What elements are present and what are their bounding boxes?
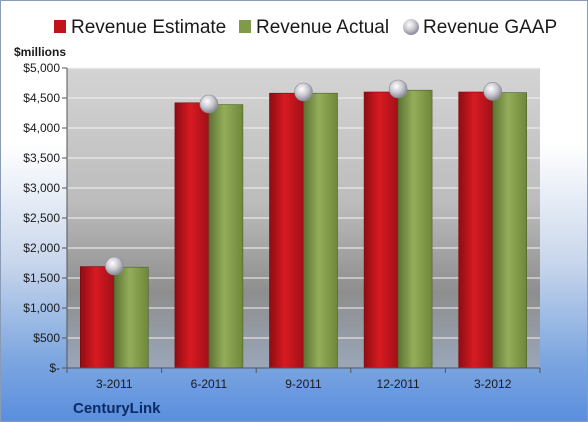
- unit-label: $millions: [14, 45, 66, 59]
- y-tick-label: $500: [33, 331, 60, 345]
- legend-label-actual: Revenue Actual: [256, 17, 389, 38]
- legend-marker-gaap: [403, 19, 419, 35]
- bar-revenue-actual: [492, 92, 528, 369]
- y-tick-label: $1,000: [23, 301, 60, 315]
- gaap-markers: [105, 79, 503, 276]
- legend-label-gaap: Revenue GAAP: [423, 17, 557, 38]
- marker-revenue-gaap: [388, 79, 408, 99]
- marker-revenue-gaap: [199, 94, 219, 114]
- company-name: CenturyLink: [73, 400, 161, 417]
- y-tick-label: $1,500: [23, 271, 60, 285]
- x-tick-label: 3-2012: [474, 377, 512, 391]
- y-tick-label: $2,500: [23, 211, 60, 225]
- bar-revenue-estimate: [174, 102, 210, 369]
- legend-swatch-estimate: [54, 20, 66, 33]
- legend: Revenue Estimate Revenue Actual Revenue …: [54, 17, 557, 38]
- x-tick-label: 9-2011: [285, 377, 322, 391]
- y-tick-label: $-: [49, 361, 60, 375]
- y-axis: $5,000 $4,500 $4,000 $3,500 $3,000 $2,500 $2,0…: [23, 61, 68, 375]
- bar-revenue-estimate: [80, 266, 115, 369]
- y-tick-label: $2,000: [23, 241, 60, 255]
- bar-revenue-actual: [303, 92, 338, 369]
- y-tick-label: $3,500: [23, 151, 60, 165]
- x-tick-label: 12-2011: [377, 377, 420, 391]
- legend-swatch-actual: [239, 20, 251, 33]
- bar-revenue-actual: [208, 104, 244, 369]
- marker-revenue-gaap: [105, 256, 124, 276]
- bar-revenue-actual: [114, 266, 149, 369]
- x-tick-label: 3-2011: [96, 377, 133, 391]
- bar-revenue-estimate: [269, 92, 304, 369]
- legend-label-estimate: Revenue Estimate: [71, 17, 226, 38]
- marker-revenue-gaap: [294, 82, 313, 102]
- marker-revenue-gaap: [483, 82, 503, 101]
- y-tick-label: $5,000: [23, 61, 60, 75]
- bar-revenue-estimate: [363, 91, 399, 369]
- bar-revenue-actual: [397, 89, 433, 369]
- x-tick-label: 6-2011: [191, 377, 228, 391]
- x-axis: 3-2011 6-2011 9-2011 12-2011 3-2012: [66, 367, 541, 391]
- y-tick-label: $4,000: [23, 121, 60, 135]
- bar-revenue-estimate: [458, 91, 494, 369]
- y-tick-label: $3,000: [23, 181, 60, 195]
- bars: [80, 89, 528, 369]
- y-tick-label: $4,500: [23, 91, 60, 105]
